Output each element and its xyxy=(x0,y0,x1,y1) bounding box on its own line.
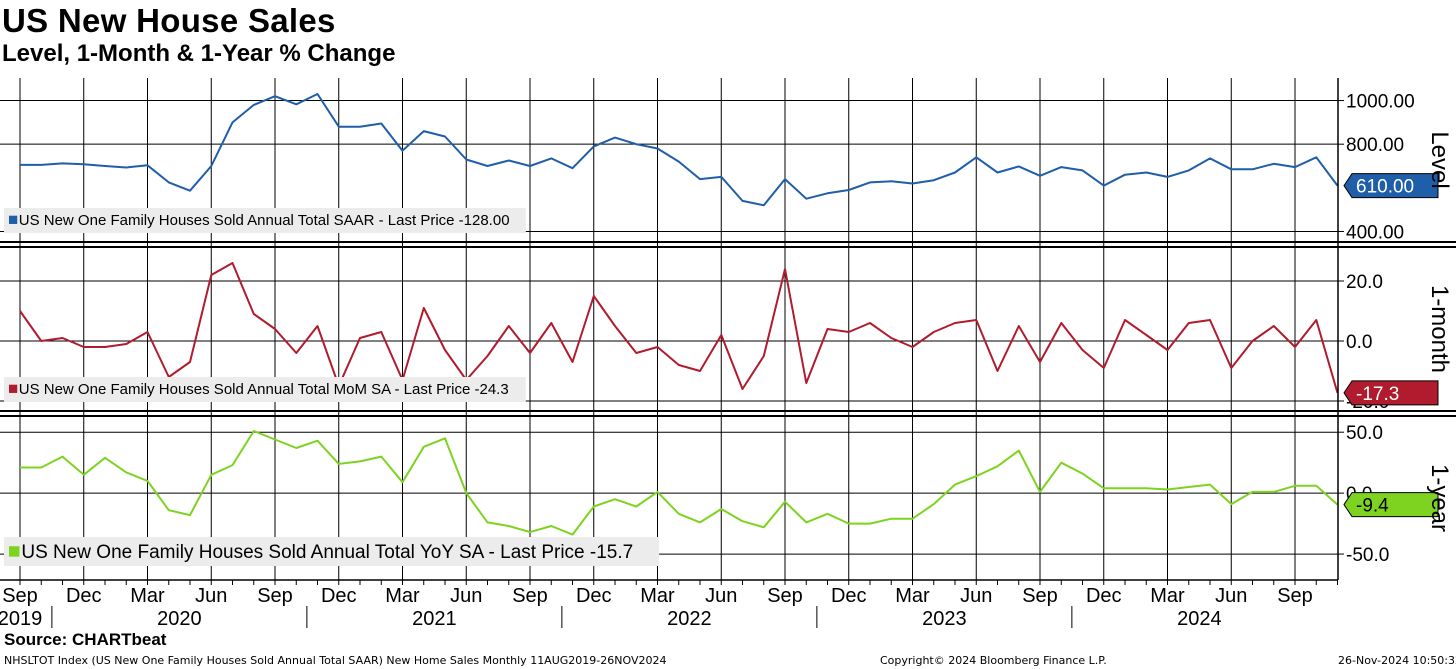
axis-title: Level xyxy=(1426,131,1453,188)
last-value-label: -9.4 xyxy=(1356,496,1389,517)
mom-series-line xyxy=(19,262,1339,394)
y-tick-label: 400.00 xyxy=(1346,222,1404,243)
last-value-tag xyxy=(1343,492,1439,518)
copyright: Copyright© 2024 Bloomberg Finance L.P. xyxy=(880,654,1107,667)
x-month-label: Mar xyxy=(130,585,165,607)
axis-title: 1-month xyxy=(1426,285,1453,373)
last-value-tag xyxy=(1343,173,1439,199)
x-month-label: Jun xyxy=(705,585,737,607)
axis-title: 1-year xyxy=(1426,464,1453,532)
legend-box xyxy=(4,377,526,402)
x-year-label: 2024 xyxy=(1177,608,1222,630)
chart-subtitle: Level, 1-Month & 1-Year % Change xyxy=(2,40,396,67)
last-value-label: -17.3 xyxy=(1356,384,1399,405)
x-month-label: Sep xyxy=(1277,585,1313,607)
x-month-label: Sep xyxy=(257,585,293,607)
legend-box xyxy=(4,208,526,233)
x-month-label: Mar xyxy=(895,585,930,607)
y-tick-label: 800.00 xyxy=(1346,135,1404,156)
legend-swatch xyxy=(9,384,18,393)
legend-label: US New One Family Houses Sold Annual Tot… xyxy=(21,542,633,563)
x-month-label: Jun xyxy=(450,585,482,607)
x-year-label: 2020 xyxy=(157,608,202,630)
x-month-label: Mar xyxy=(1150,585,1185,607)
legend-box xyxy=(4,537,660,566)
x-month-label: Dec xyxy=(66,585,102,607)
x-month-label: Sep xyxy=(512,585,548,607)
x-month-label: Dec xyxy=(831,585,867,607)
y-tick-label: 1000.00 xyxy=(1346,92,1415,113)
y-tick-label: 0.0 xyxy=(1346,332,1372,353)
legend-label: US New One Family Houses Sold Annual Tot… xyxy=(19,381,509,398)
x-month-label: Dec xyxy=(1086,585,1122,607)
x-month-label: Jun xyxy=(960,585,992,607)
timestamp: 26-Nov-2024 10:50:32 xyxy=(1338,654,1456,667)
x-month-label: Dec xyxy=(321,585,357,607)
x-year-label: 2021 xyxy=(412,608,457,630)
y-tick-label: 50.0 xyxy=(1346,423,1383,444)
x-month-label: Sep xyxy=(767,585,803,607)
x-month-label: Mar xyxy=(385,585,420,607)
x-year-label: 2022 xyxy=(667,608,712,630)
legend-label: US New One Family Houses Sold Annual Tot… xyxy=(19,212,510,229)
x-month-label: Jun xyxy=(1215,585,1247,607)
legend-swatch xyxy=(9,546,20,557)
source-label: Source: CHARTbeat xyxy=(4,630,167,649)
legend-swatch xyxy=(9,215,18,224)
last-value-tag xyxy=(1343,380,1439,406)
x-month-label: Sep xyxy=(1022,585,1058,607)
chart-title: US New House Sales xyxy=(2,2,336,39)
x-year-label: 2023 xyxy=(922,608,967,630)
yoy-series-line xyxy=(20,430,1339,536)
x-month-label: Jun xyxy=(195,585,227,607)
level-series-line xyxy=(20,93,1339,207)
y-tick-label: 20.0 xyxy=(1346,272,1383,293)
x-month-label: Mar xyxy=(640,585,675,607)
x-year-label: 2019 xyxy=(0,608,42,630)
last-value-label: 610.00 xyxy=(1356,177,1414,198)
x-month-label: Dec xyxy=(576,585,612,607)
y-tick-label: -50.0 xyxy=(1346,545,1389,566)
x-month-label: Sep xyxy=(2,585,38,607)
series-description: NHSLTOT Index (US New One Family Houses … xyxy=(4,654,667,667)
